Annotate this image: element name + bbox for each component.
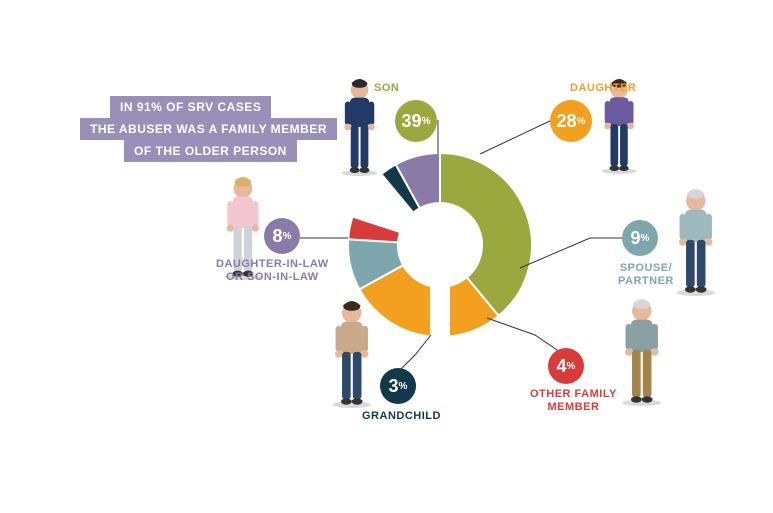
badge-in_law: 8% [264, 218, 300, 254]
label-in_law: DAUGHTER-IN-LAW OR SON-IN-LAW [216, 258, 329, 284]
badge-daughter: 28% [550, 100, 592, 142]
badge-spouse: 9% [622, 220, 658, 256]
label-son: SON [374, 82, 399, 95]
badge-other_family: 4% [548, 348, 584, 384]
label-grandchild: GRANDCHILD [362, 410, 441, 423]
label-spouse: SPOUSE/ PARTNER [618, 262, 674, 288]
leader-line-3 [487, 318, 560, 352]
badge-son: 39% [395, 100, 437, 142]
infographic-stage: IN 91% OF SRV CASES THE ABUSER WAS A FAM… [0, 0, 773, 513]
label-other_family: OTHER FAMILY MEMBER [530, 388, 617, 414]
badge-grandchild: 3% [380, 368, 416, 404]
leader-lines [0, 0, 773, 513]
leader-line-4 [398, 335, 431, 372]
label-daughter: DAUGHTER [570, 82, 636, 95]
leader-line-2 [520, 238, 622, 268]
leader-line-1 [480, 120, 552, 154]
